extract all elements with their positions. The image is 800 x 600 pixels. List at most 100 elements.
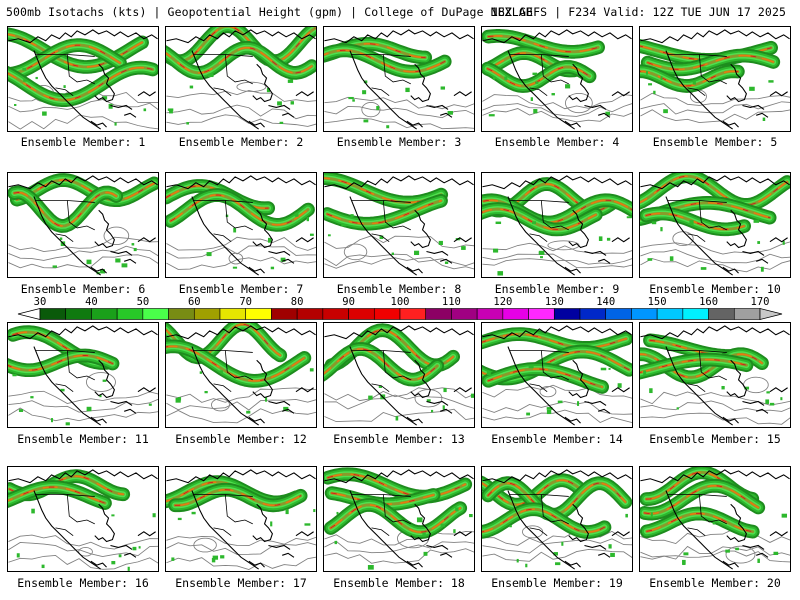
colorbar-bin (605, 308, 632, 320)
colorbar-bin (296, 308, 324, 320)
member-map-14 (481, 322, 633, 428)
member-label: Ensemble Member: 3 (336, 135, 462, 149)
coastlines (482, 29, 632, 130)
height-contours (482, 525, 632, 562)
isotach-jets (640, 173, 790, 237)
isotach-jets (8, 27, 158, 108)
member-map-canvas (324, 27, 474, 131)
member-map-16 (7, 466, 159, 572)
colorbar-tick-label: 170 (750, 296, 770, 308)
member-map-13 (323, 322, 475, 428)
colorbar-max-arrow (759, 308, 783, 320)
member-map-6 (7, 172, 159, 278)
member-label: Ensemble Member: 2 (178, 135, 304, 149)
coastlines (166, 325, 316, 426)
colorbar-bin (373, 308, 401, 320)
member-map-12 (165, 322, 317, 428)
colorbar-min-arrow (17, 308, 41, 320)
coastlines (166, 29, 316, 130)
member-label: Ensemble Member: 13 (333, 432, 465, 446)
height-contours (166, 81, 316, 127)
colorbar-tick-label: 40 (85, 296, 98, 308)
colorbar-bin (348, 308, 375, 320)
member-map-canvas (8, 467, 158, 571)
colorbar-bin (425, 308, 452, 320)
colorbar-bin (682, 308, 709, 320)
height-contours (324, 235, 474, 270)
colorbar-tick-label: 70 (239, 296, 253, 308)
member-map-canvas (8, 323, 158, 427)
member-map-11 (7, 322, 159, 428)
isotach-jets (166, 323, 312, 388)
isotach-jets (640, 467, 766, 539)
coastlines (640, 29, 790, 130)
political-borders (193, 200, 253, 242)
member-map-20 (639, 466, 791, 572)
header-title: 500mb Isotachs (kts) | Geopotential Heig… (6, 5, 533, 19)
colorbar-tick-label: 120 (493, 296, 513, 308)
colorbar-bin (708, 308, 735, 320)
member-label: Ensemble Member: 8 (336, 282, 462, 296)
height-contours (640, 376, 790, 425)
colorbar-tick-label: 60 (187, 296, 201, 308)
isotach-jets (640, 39, 781, 93)
member-label: Ensemble Member: 7 (178, 282, 304, 296)
member-map-canvas (166, 323, 316, 427)
member-label: Ensemble Member: 6 (20, 282, 146, 296)
member-label: Ensemble Member: 5 (652, 135, 778, 149)
member-map-1 (7, 26, 159, 132)
isotach-jets (8, 173, 158, 233)
colorbar-bin (219, 308, 247, 320)
member-map-canvas (324, 467, 474, 571)
member-map-canvas (324, 323, 474, 427)
member-label: Ensemble Member: 9 (494, 282, 620, 296)
header-valid-time: 18Z GEFS | F234 Valid: 12Z TUE JUN 17 20… (491, 5, 786, 19)
member-label: Ensemble Member: 1 (20, 135, 146, 149)
political-borders (351, 54, 411, 96)
coastlines (482, 325, 632, 426)
member-map-18 (323, 466, 475, 572)
isotach-jets (482, 177, 632, 237)
member-map-2 (165, 26, 317, 132)
political-borders (667, 350, 727, 392)
member-map-canvas (8, 27, 158, 131)
member-label: Ensemble Member: 17 (175, 576, 307, 590)
member-map-10 (639, 172, 791, 278)
coastlines (640, 325, 790, 426)
colorbar-tick-label: 140 (596, 296, 616, 308)
political-borders (35, 200, 95, 242)
political-borders (509, 494, 569, 536)
height-contours (166, 236, 316, 270)
colorbar-bin (193, 308, 221, 320)
colorbar-bin (656, 308, 684, 320)
colorbar-tick-label: 110 (441, 296, 461, 308)
member-map-canvas (640, 27, 790, 131)
colorbar-bin (451, 308, 478, 320)
member-label: Ensemble Member: 19 (491, 576, 623, 590)
coastlines (8, 175, 158, 276)
political-borders (509, 54, 569, 96)
colorbar-bin (528, 308, 555, 320)
colorbar-tick-label: 100 (390, 296, 410, 308)
colorbar-bin (91, 308, 118, 320)
colorbar-tick-label: 150 (647, 296, 667, 308)
member-map-8 (323, 172, 475, 278)
member-label: Ensemble Member: 18 (333, 576, 465, 590)
colorbar-bin (271, 308, 298, 320)
coastlines (8, 325, 158, 426)
political-borders (667, 54, 727, 96)
member-map-19 (481, 466, 633, 572)
coastlines (324, 469, 474, 570)
political-borders (193, 54, 253, 96)
member-map-canvas (482, 173, 632, 277)
colorbar-tick-labels: 30 40 50 60 70 80 90 100 110 120 130 140 150 160 170 (0, 296, 800, 308)
coastlines (8, 469, 158, 570)
colorbar-bin (65, 308, 92, 320)
colorbar-bin (553, 308, 581, 320)
political-borders (667, 200, 727, 242)
political-borders (35, 350, 95, 392)
member-map-canvas (482, 323, 632, 427)
coastlines (8, 29, 158, 130)
political-borders (351, 200, 411, 242)
member-map-canvas (640, 467, 790, 571)
